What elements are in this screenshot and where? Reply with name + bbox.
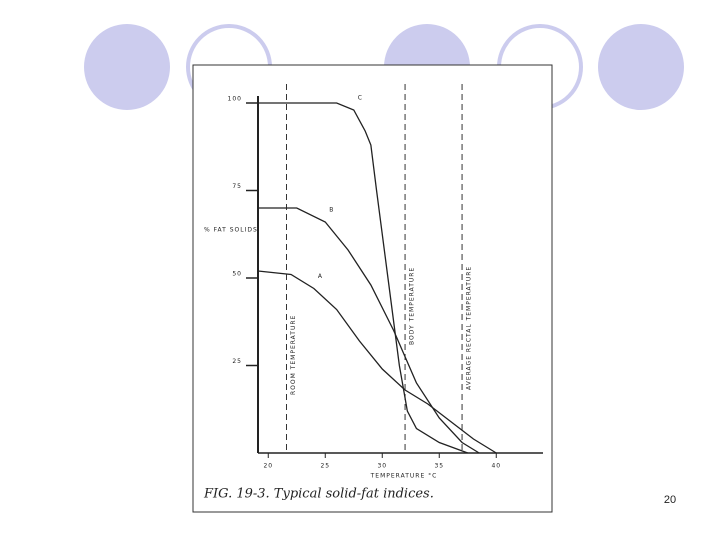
x-axis-label: TEMPERATURE °C <box>370 473 438 480</box>
x-tick-label: 40 <box>491 463 501 470</box>
series-label: A <box>318 273 323 280</box>
y-axis-label: % FAT SOLIDS <box>204 227 258 234</box>
x-tick-label: 25 <box>320 463 330 470</box>
caption: FIG. 19-3. Typical solid-fat indices. <box>203 487 434 502</box>
x-tick-label: 30 <box>377 463 387 470</box>
slide-number: 20 <box>664 494 676 506</box>
line <box>258 102 468 454</box>
y-tick-label: 75 <box>232 183 242 190</box>
reference-label: BODY TEMPERATURE <box>409 267 416 345</box>
x-tick-label: 35 <box>434 463 444 470</box>
circle <box>84 24 170 110</box>
line <box>258 207 480 454</box>
y-tick-label: 50 <box>232 271 242 278</box>
series-label: B <box>329 207 334 214</box>
y-tick-label: 25 <box>232 358 242 365</box>
reference-label: ROOM TEMPERATURE <box>290 315 297 395</box>
reference-label: AVERAGE RECTAL TEMPERATURE <box>466 266 473 390</box>
x-tick-label: 20 <box>263 463 273 470</box>
circle <box>598 24 684 110</box>
line <box>257 270 497 454</box>
y-tick-label: 100 <box>228 96 242 103</box>
series-label: C <box>358 95 363 102</box>
